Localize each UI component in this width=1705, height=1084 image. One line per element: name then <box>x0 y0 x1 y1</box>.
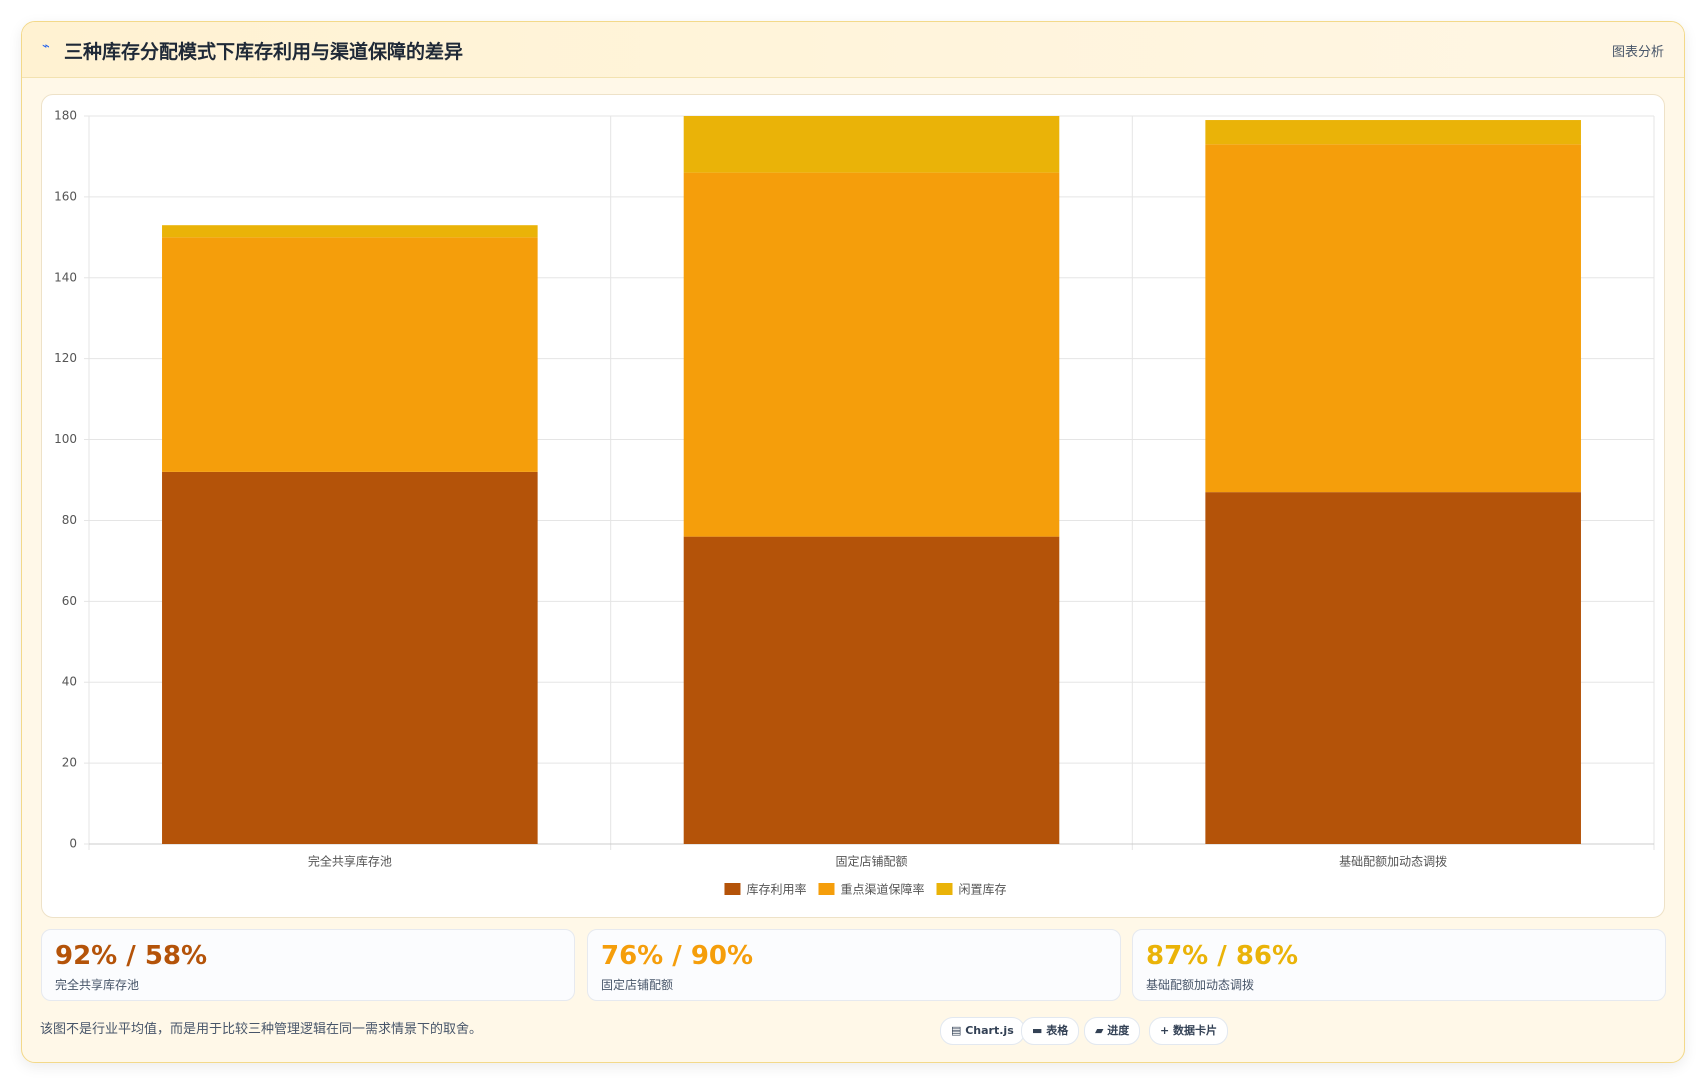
card: 92% / 58% 完全共享库存池 <box>41 929 575 1001</box>
y-tick-label: 0 <box>69 837 77 851</box>
card-label: 固定店铺配额 <box>601 978 674 992</box>
button-label: 表格 <box>1046 1024 1069 1037</box>
bar-segment <box>683 116 1060 173</box>
icon: ⌁ <box>42 39 50 54</box>
bar-segment <box>1205 144 1581 493</box>
y-tick-label: 60 <box>62 594 77 608</box>
bar-segment <box>162 225 538 238</box>
legend-swatch <box>936 883 953 895</box>
y-tick-label: 180 <box>54 109 77 123</box>
legend-label: 库存利用率 <box>746 882 806 897</box>
x-tick-label: 完全共享库存池 <box>308 854 392 869</box>
note: 该图不是行业平均值，而是用于比较三种管理逻辑在同一需求情景下的取舍。 <box>40 1022 483 1037</box>
chart-panel: 0 20 40 60 80 100 120 140 160 180 完全共享库存池 固定店铺配额 基础配… <box>41 94 1665 918</box>
card-value: 92% / 58% <box>55 941 208 971</box>
legend-label: 闲置库存 <box>959 882 1007 897</box>
y-tick-label: 120 <box>54 351 77 365</box>
container: ⌁ 三种库存分配模式下库存利用与渠道保障的差异 图表分析 0 20 40 60 80 10… <box>21 21 1685 1063</box>
card: 76% / 90% 固定店铺配额 <box>587 929 1121 1001</box>
bar-segment <box>683 172 1060 537</box>
y-tick-label: 160 <box>54 189 77 203</box>
chart: 0 20 40 60 80 100 120 140 160 180 完全共享库存池 固定店铺配额 基础配… <box>54 109 1655 897</box>
y-tick-label: 80 <box>62 513 77 527</box>
y-tick-label: 40 <box>62 675 77 689</box>
card-value: 87% / 86% <box>1146 941 1299 971</box>
button[interactable]: ▬ 表格 <box>1021 1017 1080 1045</box>
button[interactable]: ▤ Chart.js <box>940 1017 1025 1045</box>
button-label: 进度 <box>1107 1024 1130 1037</box>
x-tick-label: 基础配额加动态调拨 <box>1339 855 1447 869</box>
legend-swatch <box>818 883 835 895</box>
bar-segment <box>1205 120 1581 145</box>
y-tick-label: 20 <box>62 756 77 770</box>
y-tick-label: 100 <box>54 432 77 446</box>
bar-segment <box>1205 492 1581 844</box>
bar-segment <box>162 237 538 472</box>
card-value: 76% / 90% <box>601 941 754 971</box>
card-label: 完全共享库存池 <box>55 978 140 992</box>
x-tick-label: 固定店铺配额 <box>835 854 907 869</box>
card-label: 基础配额加动态调拨 <box>1146 978 1255 992</box>
legend-label: 重点渠道保障率 <box>840 882 924 897</box>
button-label: 数据卡片 <box>1173 1024 1218 1037</box>
title: 三种库存分配模式下库存利用与渠道保障的差异 <box>64 41 464 63</box>
header: ⌁ 三种库存分配模式下库存利用与渠道保障的差异 图表分析 <box>22 22 1684 78</box>
button[interactable]: + 数据卡片 <box>1149 1017 1229 1045</box>
bar-segment <box>683 536 1060 844</box>
bar-segment <box>162 471 538 844</box>
legend-swatch <box>724 883 741 895</box>
button-label: Chart.js <box>965 1024 1014 1037</box>
button[interactable]: ▰ 进度 <box>1084 1017 1141 1045</box>
card: 87% / 86% 基础配额加动态调拨 <box>1132 929 1666 1001</box>
tag: 图表分析 <box>1611 45 1664 60</box>
y-tick-label: 140 <box>54 270 77 284</box>
